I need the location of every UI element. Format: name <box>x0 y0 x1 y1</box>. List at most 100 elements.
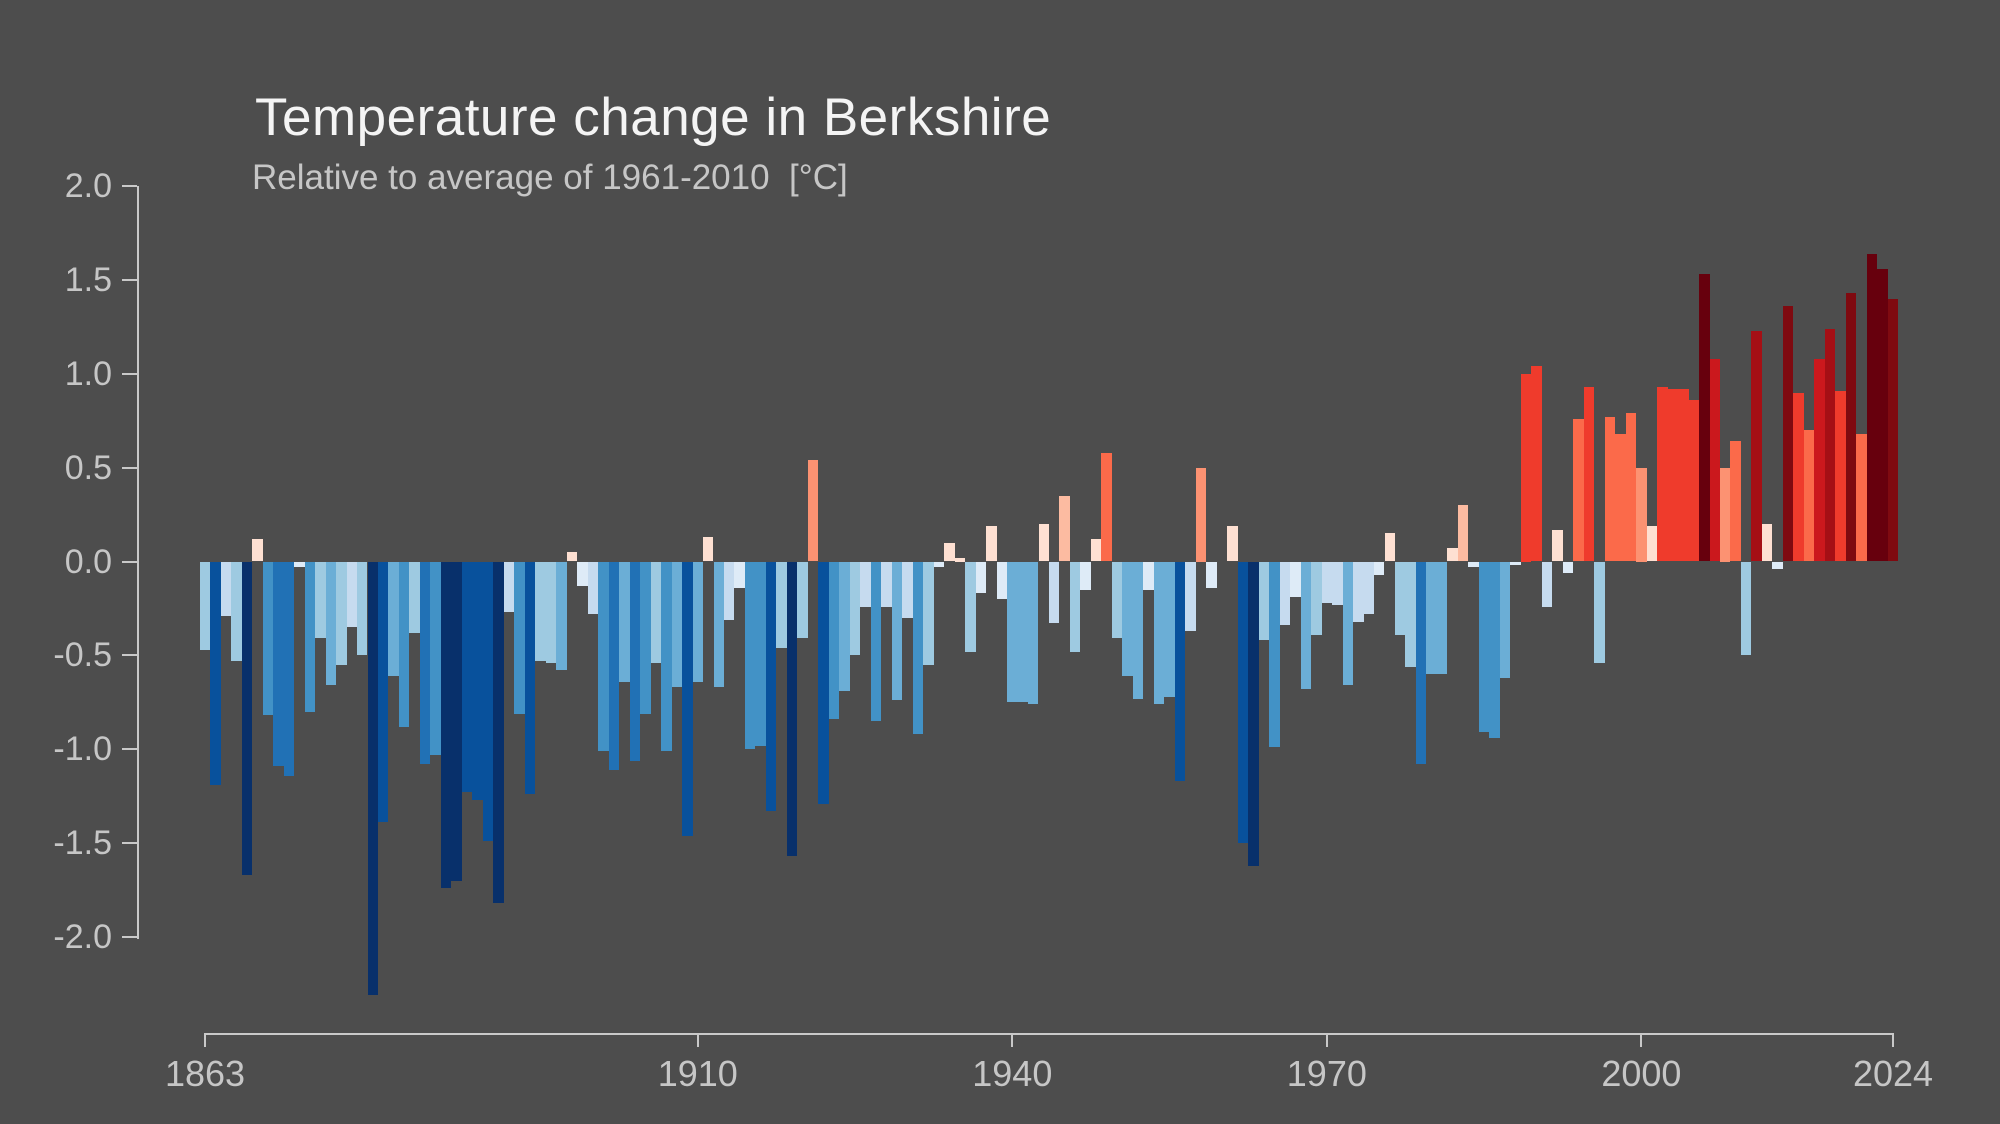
bar-2022 <box>1866 253 1878 562</box>
bar-1896 <box>545 561 557 663</box>
bar-1999 <box>1625 413 1637 562</box>
y-tick <box>122 654 137 657</box>
bar-1905 <box>640 561 651 714</box>
bar-2014 <box>1782 306 1794 562</box>
y-tick-label: -0.5 <box>53 636 112 675</box>
bar-1871 <box>283 561 295 776</box>
bar-1927 <box>870 561 882 722</box>
x-tick-label: 1863 <box>164 1053 246 1094</box>
x-tick <box>1892 1033 1894 1047</box>
y-tick <box>122 748 137 751</box>
bar-1990 <box>1531 366 1542 562</box>
bar-1951 <box>1122 561 1133 677</box>
bar-1996 <box>1594 561 1605 663</box>
bar-1928 <box>881 561 892 607</box>
bar-1969 <box>1311 561 1322 635</box>
bar-1902 <box>608 561 620 770</box>
y-tick-label: 2.0 <box>64 167 112 205</box>
bar-1920 <box>797 561 808 639</box>
bar-1973 <box>1353 561 1364 622</box>
bar-1870 <box>273 561 284 767</box>
bar-1934 <box>944 542 955 562</box>
bar-1911 <box>703 537 714 562</box>
bar-1867 <box>241 561 253 876</box>
bar-1908 <box>671 561 683 688</box>
bar-1926 <box>860 561 871 607</box>
bar-1993 <box>1562 561 1574 573</box>
bar-1974 <box>1363 561 1374 615</box>
bar-1972 <box>1342 561 1354 686</box>
bar-1872 <box>294 561 305 568</box>
bar-2007 <box>1709 358 1720 562</box>
bar-1975 <box>1374 561 1385 575</box>
bar-1921 <box>807 460 819 562</box>
bar-1910 <box>692 561 703 682</box>
bar-1903 <box>619 561 630 682</box>
bar-1995 <box>1583 386 1595 562</box>
bar-1882 <box>398 561 410 727</box>
bar-1963 <box>1248 561 1259 866</box>
x-tick <box>696 1033 699 1047</box>
bar-1924 <box>839 561 850 692</box>
bar-1891 <box>493 561 504 904</box>
bar-1893 <box>514 561 525 714</box>
bar-1971 <box>1332 561 1343 605</box>
bar-1864 <box>210 561 221 785</box>
bar-1979 <box>1415 561 1427 765</box>
bar-2002 <box>1657 386 1668 562</box>
y-tick <box>122 185 137 187</box>
bar-2021 <box>1856 433 1867 562</box>
bar-2019 <box>1835 390 1846 562</box>
x-tick <box>204 1033 206 1047</box>
bar-2016 <box>1803 430 1815 562</box>
bar-1907 <box>661 561 672 752</box>
bar-2008 <box>1720 467 1731 562</box>
bar-1989 <box>1520 373 1532 562</box>
bar-1958 <box>1195 467 1207 562</box>
bar-2013 <box>1772 561 1783 569</box>
y-tick-label: -1.0 <box>53 730 112 769</box>
chart-subtitle: Relative to average of 1961-2010 [°C] <box>252 158 848 197</box>
bar-1954 <box>1153 561 1165 705</box>
bar-1935 <box>954 557 966 562</box>
bar-1944 <box>1049 561 1060 624</box>
y-tick-label: -1.5 <box>53 824 112 863</box>
bar-2018 <box>1824 328 1836 562</box>
x-tick-label: 1910 <box>657 1053 738 1094</box>
x-tick-label: 1970 <box>1286 1053 1367 1094</box>
bar-1916 <box>755 561 766 746</box>
y-tick <box>122 936 137 938</box>
bar-1881 <box>388 561 399 677</box>
bar-1991 <box>1541 561 1553 607</box>
bar-1888 <box>461 561 473 793</box>
bar-2003 <box>1667 388 1679 562</box>
bar-2023 <box>1877 268 1888 562</box>
bar-1894 <box>524 561 536 795</box>
x-tick <box>1640 1033 1643 1047</box>
bar-1912 <box>713 561 724 688</box>
bar-1998 <box>1615 433 1626 562</box>
bar-1890 <box>482 561 494 842</box>
x-tick <box>1325 1033 1328 1047</box>
y-tick-label: 0.0 <box>64 542 112 581</box>
bar-1873 <box>304 561 316 712</box>
bar-1977 <box>1394 561 1406 635</box>
bar-1899 <box>577 561 588 586</box>
bar-1936 <box>965 561 976 652</box>
bar-1955 <box>1164 561 1175 697</box>
bar-1988 <box>1510 561 1521 566</box>
chart-title: Temperature change in Berkshire <box>255 88 1052 147</box>
bar-1922 <box>818 561 829 804</box>
bar-1886 <box>440 561 452 889</box>
bar-1997 <box>1604 416 1616 562</box>
bar-1965 <box>1269 561 1280 748</box>
bar-1987 <box>1499 561 1511 678</box>
y-tick <box>122 842 137 845</box>
bar-1901 <box>598 561 609 752</box>
y-tick-label: 0.5 <box>64 448 112 487</box>
y-tick <box>122 278 137 281</box>
bar-1938 <box>986 525 997 562</box>
y-tick <box>122 372 137 375</box>
bar-1978 <box>1405 561 1416 667</box>
